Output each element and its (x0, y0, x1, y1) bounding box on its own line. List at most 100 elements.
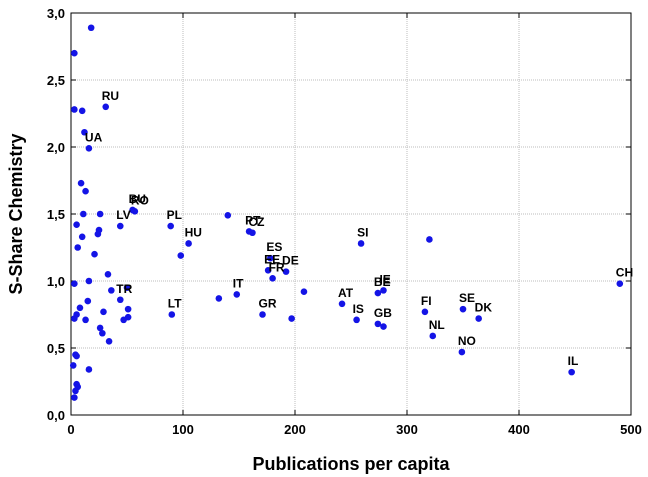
point-label: LV (116, 208, 130, 222)
data-point (429, 332, 437, 340)
point-label: TR (116, 282, 132, 296)
data-point (475, 315, 482, 322)
data-point (267, 254, 274, 262)
y-tick-label: 1,0 (47, 274, 65, 289)
point-label: FR (269, 260, 285, 274)
data-point (78, 107, 86, 115)
data-point (73, 221, 80, 229)
data-point (616, 280, 624, 287)
point-label: CZ (248, 215, 264, 229)
data-point (73, 352, 80, 360)
data-point (74, 244, 82, 251)
grid-lines (71, 13, 631, 415)
data-point (124, 313, 132, 321)
y-tick-label: 1,5 (47, 207, 65, 222)
x-tick-label: 300 (396, 422, 418, 437)
data-point (459, 305, 467, 313)
data-point (77, 179, 85, 187)
data-point (81, 128, 88, 136)
data-point (102, 103, 110, 111)
data-point (80, 210, 87, 218)
y-tick-label: 0,0 (47, 408, 65, 423)
point-label: ES (266, 240, 282, 254)
y-tick-label: 0,5 (47, 341, 65, 356)
data-point (87, 24, 95, 32)
point-label: IS (353, 302, 364, 316)
y-axis-title: S-Share Chemistry (6, 133, 26, 294)
x-tick-label: 200 (284, 422, 306, 437)
data-point (105, 338, 113, 345)
point-label: LT (168, 297, 182, 311)
data-point (104, 271, 112, 278)
data-point (353, 316, 360, 324)
data-point (71, 315, 78, 322)
data-point (458, 348, 466, 356)
y-tick-label: 2,5 (47, 73, 65, 88)
y-tick-label: 2,0 (47, 140, 65, 155)
x-axis-title: Publications per capita (252, 454, 450, 474)
data-point (380, 323, 387, 330)
data-point (96, 324, 104, 332)
data-point (167, 222, 174, 230)
data-point (108, 287, 115, 294)
point-label: GR (259, 297, 277, 311)
x-tick-label: 0 (67, 422, 74, 437)
data-point (116, 296, 124, 304)
point-label: DE (282, 254, 299, 268)
data-point (264, 266, 272, 274)
data-point (177, 252, 185, 259)
data-point (84, 297, 92, 305)
point-label: IE (379, 272, 390, 286)
point-label: AT (338, 286, 354, 300)
point-label: PL (167, 208, 182, 222)
data-point (233, 291, 241, 298)
point-label: RO (131, 193, 149, 207)
data-point (69, 362, 77, 369)
data-point (91, 250, 98, 258)
data-point (71, 49, 78, 57)
data-point (357, 240, 365, 247)
data-point (224, 212, 232, 219)
point-label: EE (264, 252, 280, 266)
data-point (421, 308, 429, 316)
data-point (96, 210, 104, 218)
data-point (380, 287, 387, 294)
data-point (185, 240, 192, 247)
data-point (76, 304, 84, 312)
point-label: IT (233, 276, 244, 290)
data-point (168, 311, 176, 318)
x-tick-label: 400 (508, 422, 530, 437)
data-point (374, 320, 382, 328)
point-label: FI (421, 294, 432, 308)
data-point (338, 300, 346, 308)
data-point (71, 394, 78, 401)
data-point (85, 145, 93, 152)
point-label: NL (429, 318, 445, 332)
data-point (123, 284, 131, 292)
data-point (426, 236, 433, 243)
data-point (100, 308, 107, 316)
data-point (215, 295, 223, 302)
data-point (259, 311, 266, 318)
point-label: NO (458, 334, 476, 348)
data-point (269, 275, 276, 282)
data-point (374, 289, 382, 297)
x-tick-label: 100 (172, 422, 194, 437)
data-point (71, 280, 78, 287)
point-label: RU (102, 89, 119, 103)
data-point (99, 329, 106, 337)
point-label: HU (185, 225, 202, 239)
point-label: BU (129, 192, 146, 206)
data-point (71, 106, 78, 113)
point-label: IL (568, 354, 579, 368)
data-point (78, 233, 86, 241)
data-point (124, 305, 132, 313)
data-point (82, 187, 89, 195)
axis-ticks: 0 100 200 300 400 500 0,0 0,5 1,0 1,5 2,0 2,5 3,0 (47, 6, 642, 437)
data-point (72, 387, 79, 395)
data-point (131, 208, 139, 215)
data-point (300, 288, 308, 296)
